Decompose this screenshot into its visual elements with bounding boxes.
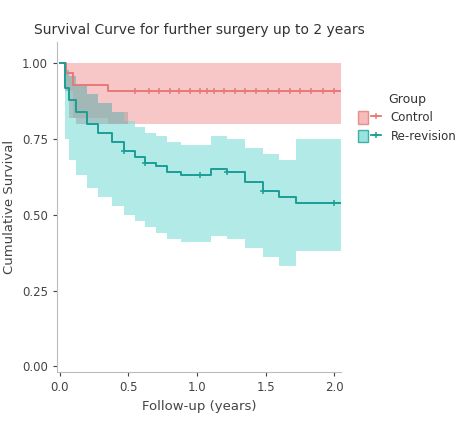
Y-axis label: Cumulative Survival: Cumulative Survival	[3, 140, 16, 275]
X-axis label: Follow-up (years): Follow-up (years)	[142, 400, 256, 413]
Title: Survival Curve for further surgery up to 2 years: Survival Curve for further surgery up to…	[34, 23, 365, 37]
Legend: Control, Re-revision: Control, Re-revision	[353, 88, 461, 148]
